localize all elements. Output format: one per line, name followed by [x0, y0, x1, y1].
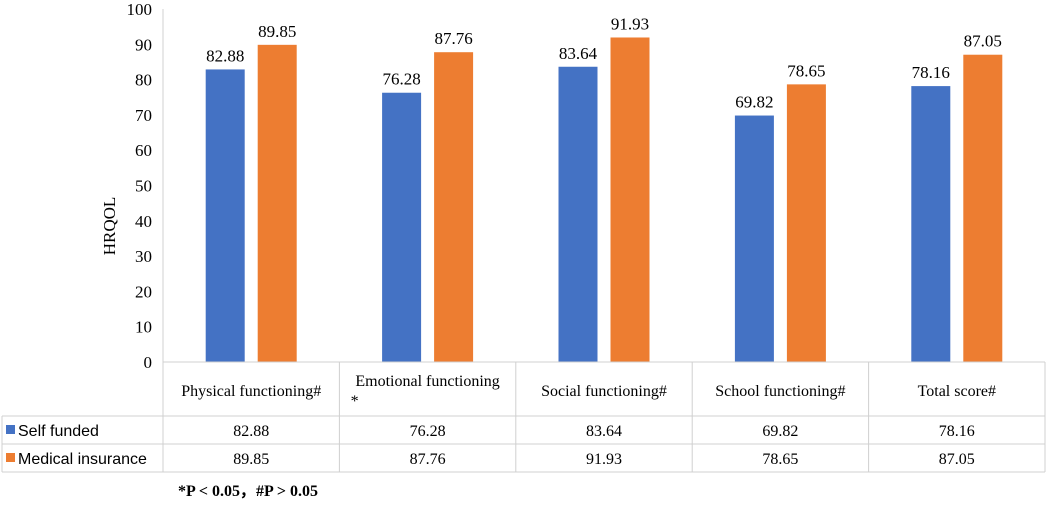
bar-self-funded	[911, 86, 951, 362]
legend-swatch	[6, 425, 15, 434]
legend-label: Medical insurance	[18, 451, 147, 468]
table-cell-value: 83.64	[586, 423, 622, 440]
y-axis-title: HRQOL	[100, 197, 119, 256]
bar-value-label: 91.93	[611, 14, 649, 33]
legend-label: Self funded	[18, 423, 99, 440]
y-tick-label: 20	[135, 282, 152, 301]
bar-value-label: 82.88	[206, 46, 244, 65]
y-tick-label: 30	[135, 247, 152, 266]
significance-footnote: *P < 0.05，#P > 0.05	[178, 483, 318, 500]
table-cell-value: 91.93	[586, 451, 622, 468]
y-tick-label: 40	[135, 212, 152, 231]
table-cell-value: 78.16	[939, 423, 975, 440]
y-tick-label: 60	[135, 141, 152, 160]
table-cell-value: 87.76	[410, 451, 446, 468]
category-label-line: Emotional functioning	[355, 373, 499, 390]
y-tick-label: 50	[135, 177, 152, 196]
bar-value-label: 78.65	[787, 61, 825, 80]
y-tick-label: 80	[135, 71, 152, 90]
category-label: Emotional functioning *	[351, 373, 500, 410]
category-label: School functioning#	[715, 383, 845, 400]
y-tick-label: 70	[135, 106, 152, 125]
bar-value-label: 83.64	[559, 44, 598, 63]
category-label: Total score#	[918, 383, 996, 400]
bar-medical-insurance	[610, 37, 650, 363]
y-tick-label: 100	[127, 0, 153, 19]
bar-medical-insurance	[257, 44, 297, 362]
bar-self-funded	[205, 69, 245, 363]
y-tick-label: 0	[144, 353, 153, 372]
y-tick-label: 10	[135, 318, 152, 337]
bar-value-label: 89.85	[258, 22, 296, 41]
data-table: Physical functioning# Emotional functioni…	[1, 9, 1046, 473]
bar-medical-insurance	[434, 52, 474, 362]
category-label-line: *	[351, 393, 359, 410]
table-cell-value: 82.88	[233, 423, 269, 440]
bar-value-label: 87.05	[964, 32, 1002, 51]
bar-medical-insurance	[963, 54, 1003, 362]
legend-swatch	[6, 453, 15, 462]
value-labels: 82.88 89.85 76.28 87.76 83.64 91.93 69.82 78.65…	[206, 14, 1002, 111]
table-cell-value: 78.65	[762, 451, 798, 468]
bar-value-label: 87.76	[434, 29, 472, 48]
bar-value-label: 76.28	[382, 70, 420, 89]
table-cell-value: 69.82	[762, 423, 798, 440]
category-label: Social functioning#	[541, 383, 667, 400]
bars	[205, 37, 1003, 363]
bar-value-label: 69.82	[735, 93, 773, 112]
table-cell-value: 89.85	[233, 451, 269, 468]
y-axis: 0 10 20 30 40 50 60 70 80 90 100	[127, 0, 153, 372]
table-cell-value: 76.28	[410, 423, 446, 440]
bar-self-funded	[558, 66, 598, 363]
category-label: Physical functioning#	[181, 383, 321, 400]
y-tick-label: 90	[135, 35, 152, 54]
bar-value-label: 78.16	[912, 63, 950, 82]
bar-medical-insurance	[786, 84, 826, 362]
bar-self-funded	[382, 92, 422, 362]
bar-self-funded	[734, 115, 774, 362]
table-cell-value: 87.05	[939, 451, 975, 468]
